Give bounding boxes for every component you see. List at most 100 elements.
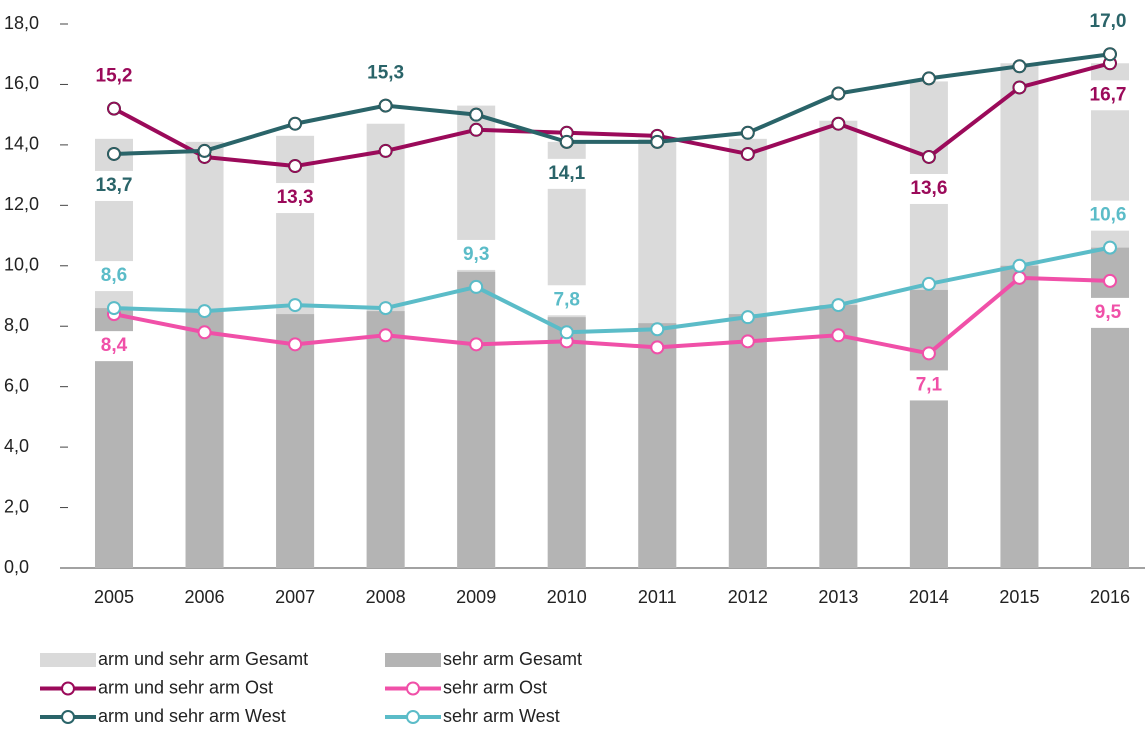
value-label-bg (88, 61, 140, 92)
legend-swatch (385, 653, 441, 667)
legend-label: sehr arm Gesamt (443, 649, 582, 669)
value-label-bg (1082, 200, 1134, 231)
x-tick-label: 2009 (456, 587, 496, 607)
value-label-bg (88, 170, 140, 201)
bar (185, 311, 224, 568)
value-label: 8,4 (101, 335, 128, 356)
point-ring (831, 86, 846, 101)
y-tick-label: 10,0 (4, 255, 39, 275)
line (113, 245, 1111, 335)
x-tick-label: 2013 (818, 587, 858, 607)
point-ring (288, 159, 302, 173)
x-tick-label: 2005 (94, 587, 134, 607)
y-tick-label: 4,0 (4, 436, 29, 456)
bar (457, 271, 496, 568)
value-label-bg (902, 370, 955, 401)
point-ring (378, 328, 393, 343)
bar (638, 323, 677, 568)
point-ring (741, 126, 755, 140)
value-label-bg (1082, 80, 1134, 111)
value-label: 17,0 (1090, 11, 1127, 32)
point-ring (107, 101, 121, 116)
value-label-bg (540, 285, 593, 316)
bar (366, 311, 405, 568)
point-ring (741, 310, 755, 324)
point-ring (1012, 80, 1027, 95)
point-ring (469, 337, 483, 352)
bar (728, 314, 767, 568)
point-ring (831, 298, 846, 312)
legend-label: sehr arm West (443, 706, 560, 726)
line (113, 275, 1111, 356)
y-tick-label: 0,0 (4, 557, 29, 577)
point-ring (107, 147, 121, 161)
point-ring (107, 301, 121, 315)
value-label: 10,6 (1090, 205, 1127, 226)
line (113, 61, 1111, 169)
point-ring (831, 328, 846, 343)
y-tick-label: 6,0 (4, 375, 29, 395)
x-tick-label: 2015 (999, 587, 1039, 607)
value-label: 15,3 (367, 63, 404, 84)
bar (276, 314, 315, 568)
value-label: 8,6 (101, 265, 127, 286)
value-label: 7,8 (554, 289, 580, 310)
x-tick-label: 2008 (366, 587, 406, 607)
value-label-bg (450, 239, 503, 270)
value-label-bg (1082, 297, 1134, 328)
bar (819, 305, 858, 568)
value-label: 13,6 (910, 178, 947, 199)
point-ring (1012, 59, 1027, 74)
point-ring (650, 340, 665, 355)
point-ring (650, 322, 665, 336)
value-label-bg (359, 58, 412, 89)
value-label: 7,1 (916, 374, 943, 395)
bar (909, 289, 948, 568)
y-tick-label: 18,0 (4, 13, 39, 33)
legend-label: sehr arm Ost (443, 677, 547, 697)
x-tick-label: 2007 (275, 587, 315, 607)
point-ring (1103, 240, 1117, 255)
legend-label: arm und sehr arm Ost (98, 677, 273, 697)
point-ring (559, 325, 574, 340)
value-label: 9,5 (1095, 302, 1122, 323)
value-label: 13,7 (96, 175, 133, 196)
point-ring (922, 150, 936, 164)
y-tick-label: 2,0 (4, 496, 29, 516)
point-ring (288, 298, 302, 312)
x-tick-label: 2014 (909, 587, 949, 607)
legend-marker (406, 710, 420, 724)
legend-marker (61, 710, 75, 724)
bar (1091, 247, 1129, 568)
bar (547, 317, 586, 568)
x-tick-label: 2006 (185, 587, 225, 607)
point-ring (922, 346, 936, 361)
bar (1000, 265, 1039, 568)
point-ring (1012, 259, 1027, 273)
value-label: 16,7 (1090, 84, 1127, 105)
line (113, 52, 1111, 156)
point-ring (469, 280, 483, 294)
value-label: 9,3 (463, 244, 489, 265)
x-tick-label: 2011 (638, 587, 677, 607)
value-label: 14,1 (548, 163, 585, 184)
legend-label: arm und sehr arm West (98, 706, 286, 726)
point-ring (469, 123, 483, 137)
point-ring (378, 301, 393, 315)
point-ring (741, 147, 755, 161)
point-ring (650, 135, 665, 149)
value-label-bg (1082, 7, 1134, 38)
point-ring (922, 71, 936, 86)
legend-label: arm und sehr arm Gesamt (98, 649, 308, 669)
value-label-bg (269, 183, 322, 214)
point-ring (378, 144, 393, 158)
point-ring (197, 144, 212, 158)
value-label-bg (540, 158, 593, 189)
value-label-bg (902, 173, 955, 204)
point-ring (378, 98, 393, 113)
value-label-bg (88, 261, 140, 292)
y-tick-label: 14,0 (4, 134, 39, 154)
point-ring (922, 277, 936, 291)
y-tick-label: 12,0 (4, 194, 39, 214)
